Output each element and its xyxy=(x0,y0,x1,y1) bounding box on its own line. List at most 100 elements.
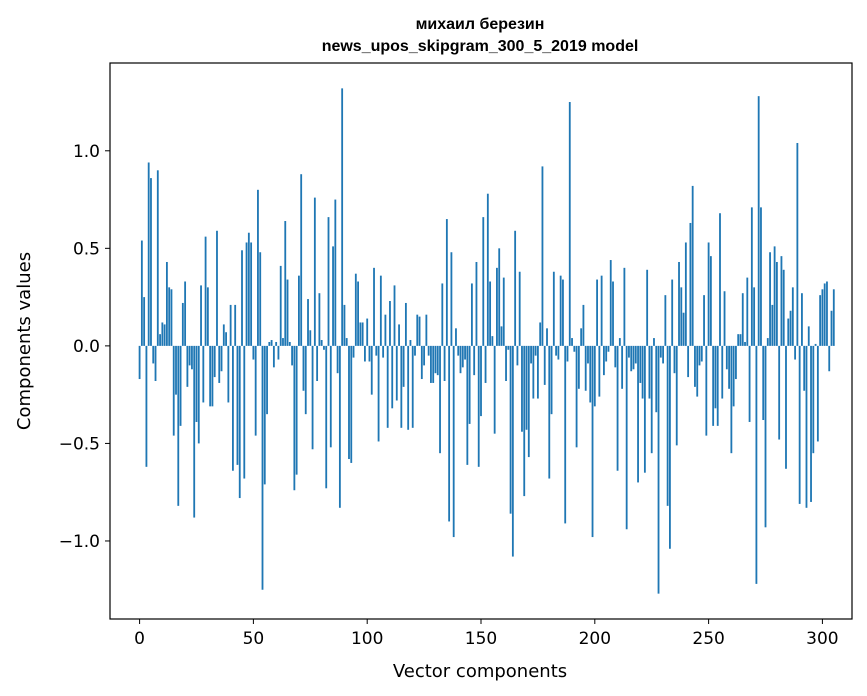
bar xyxy=(252,345,255,360)
bar xyxy=(623,267,626,346)
bar xyxy=(830,310,833,346)
bar xyxy=(391,345,394,409)
bar xyxy=(366,318,369,346)
bar xyxy=(721,345,724,399)
bar xyxy=(705,345,708,436)
bar xyxy=(634,345,637,364)
bar xyxy=(140,240,143,346)
x-tick-label: 150 xyxy=(465,629,497,649)
bar xyxy=(439,345,441,454)
bar xyxy=(284,221,287,346)
bar xyxy=(769,252,771,346)
bar xyxy=(277,345,280,360)
bar xyxy=(286,279,289,346)
bar xyxy=(539,322,542,346)
bar xyxy=(655,345,658,413)
bar xyxy=(432,345,435,383)
bar xyxy=(612,281,614,346)
bar xyxy=(195,345,198,422)
bar xyxy=(475,261,478,346)
y-axis-label: Components values xyxy=(14,252,35,430)
bar xyxy=(282,338,284,346)
bar xyxy=(416,314,419,346)
bar xyxy=(445,219,448,346)
bar xyxy=(507,345,510,350)
bar xyxy=(298,275,300,346)
bar xyxy=(669,345,671,549)
bar xyxy=(801,293,803,346)
bar xyxy=(771,304,774,346)
bar xyxy=(521,345,523,432)
bar xyxy=(511,345,514,557)
bar xyxy=(402,345,405,387)
bar xyxy=(181,302,184,346)
bar xyxy=(550,345,553,415)
bar xyxy=(172,345,175,436)
bar xyxy=(338,345,341,508)
bar xyxy=(732,345,735,407)
bar xyxy=(552,271,555,346)
bar xyxy=(168,287,171,346)
bar xyxy=(332,246,334,346)
bar xyxy=(664,295,667,346)
bar xyxy=(682,312,685,346)
bar xyxy=(418,316,421,346)
x-tick-label: 300 xyxy=(806,629,838,649)
bar xyxy=(147,162,150,346)
bar xyxy=(789,310,792,346)
bar xyxy=(320,340,323,346)
bar xyxy=(819,295,822,346)
bar xyxy=(411,345,414,428)
bar xyxy=(443,345,446,381)
bar xyxy=(678,261,680,346)
bar xyxy=(304,345,307,415)
bar xyxy=(593,345,596,407)
bar xyxy=(498,248,501,346)
bar xyxy=(163,324,166,346)
bar xyxy=(605,345,608,362)
bar xyxy=(491,336,494,346)
bar xyxy=(821,289,824,346)
bar xyxy=(427,345,430,356)
x-tick-label: 250 xyxy=(692,629,724,649)
bar xyxy=(209,345,212,407)
bar xyxy=(345,338,348,346)
bar xyxy=(650,345,653,454)
bar xyxy=(247,232,250,346)
bar xyxy=(739,334,742,346)
bar xyxy=(589,345,592,403)
bar xyxy=(773,246,776,346)
bar xyxy=(261,345,264,590)
bar xyxy=(218,345,221,383)
bar xyxy=(746,277,749,346)
bar xyxy=(543,345,546,385)
bar xyxy=(477,345,480,467)
bar xyxy=(154,345,157,381)
bar xyxy=(785,345,787,469)
bar xyxy=(600,275,603,346)
x-tick-label: 200 xyxy=(579,629,611,649)
bar xyxy=(243,345,246,479)
bar xyxy=(400,345,403,428)
bar xyxy=(755,345,758,584)
bar xyxy=(714,345,717,409)
bar xyxy=(653,338,655,346)
bar xyxy=(796,142,799,346)
bar xyxy=(359,322,362,346)
bar xyxy=(571,338,573,346)
bar xyxy=(225,332,227,346)
y-tick-label: −1.0 xyxy=(59,532,100,552)
bar xyxy=(364,345,366,362)
bar xyxy=(646,269,649,346)
bar xyxy=(236,345,239,465)
bar xyxy=(694,345,696,387)
bar xyxy=(350,345,353,463)
bar xyxy=(213,345,216,378)
bar xyxy=(170,289,173,346)
bar xyxy=(143,297,146,346)
bar xyxy=(603,345,605,376)
bar xyxy=(138,345,141,380)
bar xyxy=(368,345,371,362)
bar xyxy=(357,281,359,346)
x-tick-label: 50 xyxy=(243,629,265,649)
